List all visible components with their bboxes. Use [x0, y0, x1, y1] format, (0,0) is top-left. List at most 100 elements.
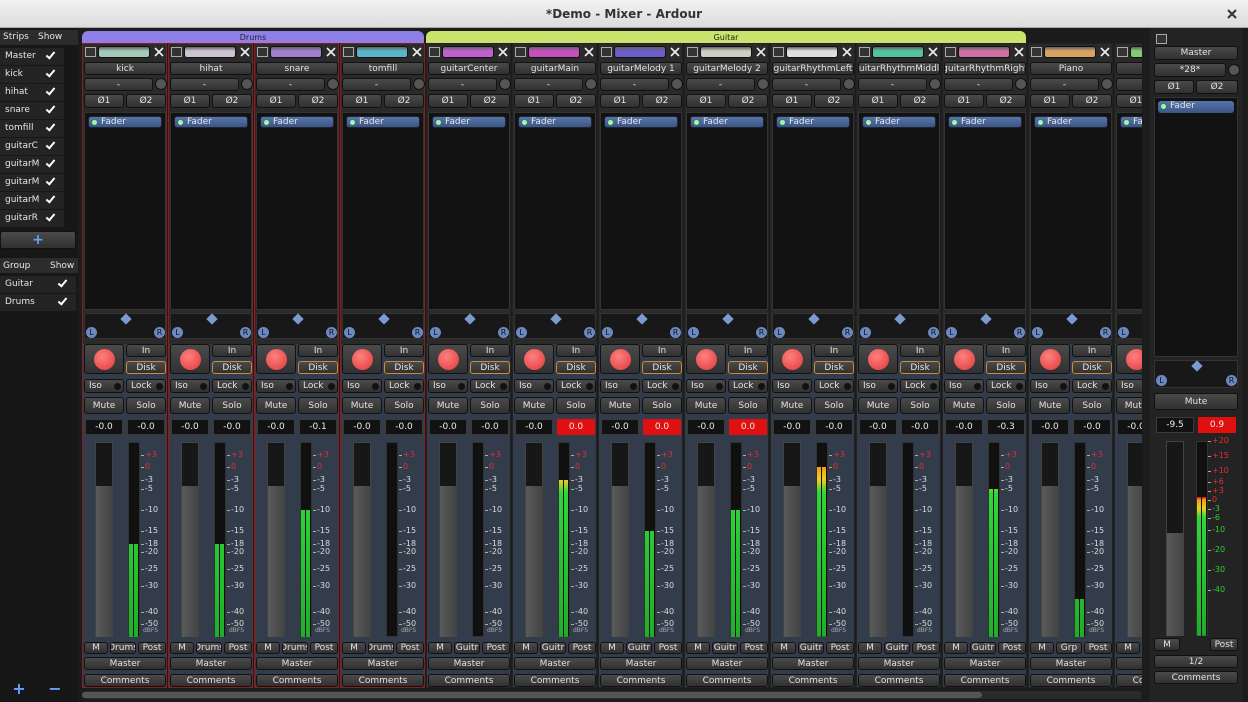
isolate[interactable]: Iso	[514, 379, 554, 393]
strip-name[interactable]: Master	[1154, 46, 1238, 60]
mute[interactable]: Mute	[1116, 397, 1142, 414]
hide-strip[interactable]	[412, 47, 422, 57]
gain-entry[interactable]: -0.0	[601, 419, 639, 435]
comments-button[interactable]: Comments	[342, 674, 424, 687]
phase-invert[interactable]: Ø2	[814, 94, 854, 108]
peak-display[interactable]: 0.9	[1198, 417, 1236, 433]
strip-name[interactable]: guitarMain	[514, 62, 596, 75]
monitor-disk[interactable]: Disk	[814, 361, 854, 374]
input-button[interactable]: -	[428, 78, 497, 91]
monitor-disk[interactable]: Disk	[728, 361, 768, 374]
output-button[interactable]: Master	[944, 657, 1026, 670]
isolate[interactable]: Iso	[428, 379, 468, 393]
plugin-fader[interactable]: Fader	[432, 116, 506, 128]
strip-name[interactable]: guitarRhythmMiddle	[858, 62, 940, 75]
gain-entry[interactable]: -0.0	[429, 419, 467, 435]
strip-name[interactable]: guitarCenter	[428, 62, 510, 75]
peak-display[interactable]: -0.3	[987, 419, 1025, 435]
solo[interactable]: Solo	[900, 397, 940, 414]
meter-point[interactable]: M	[686, 642, 710, 654]
lock[interactable]: Lock	[814, 379, 854, 393]
strip-name[interactable]: guitarRhythmRight	[944, 62, 1026, 75]
isolate[interactable]: Iso	[772, 379, 812, 393]
mute[interactable]: Mute	[342, 397, 382, 414]
hide-strip[interactable]	[1014, 47, 1024, 57]
strip-row[interactable]: guitarM	[0, 156, 64, 173]
meter-post[interactable]: Post	[1210, 638, 1238, 651]
mute[interactable]: Mute	[600, 397, 640, 414]
output-button[interactable]: 1/2	[1154, 655, 1238, 668]
group-button[interactable]: Guitr	[454, 642, 480, 654]
meter-point[interactable]: M	[858, 642, 882, 654]
record-button[interactable]	[170, 344, 210, 374]
meter-post[interactable]: Post	[482, 642, 510, 654]
strip-name[interactable]: guitarRhythmLeft	[772, 62, 854, 75]
phase-invert[interactable]: Ø1	[686, 94, 726, 108]
group-tab[interactable]: Guitar	[426, 31, 1026, 43]
hide-strip[interactable]	[498, 47, 508, 57]
record-button[interactable]	[256, 344, 296, 374]
plugin-fader[interactable]: Fader	[174, 116, 248, 128]
phase-invert[interactable]: Ø1	[84, 94, 124, 108]
strip-name[interactable]: snare	[256, 62, 338, 75]
phase-invert[interactable]: Ø1	[858, 94, 898, 108]
monitor-in[interactable]: In	[556, 344, 596, 357]
meter-point[interactable]: M	[1116, 642, 1140, 654]
lock[interactable]: Lock	[642, 379, 682, 393]
lock[interactable]: Lock	[384, 379, 424, 393]
record-button[interactable]	[686, 344, 726, 374]
meter-post[interactable]: Post	[138, 642, 166, 654]
comments-button[interactable]: Comments	[1030, 674, 1112, 687]
mute[interactable]: Mute	[772, 397, 812, 414]
group-button[interactable]: Guitr	[970, 642, 996, 654]
strip-icon[interactable]	[859, 47, 870, 57]
meter-post[interactable]: Post	[998, 642, 1026, 654]
output-button[interactable]: Master	[428, 657, 510, 670]
peak-display[interactable]: -0.0	[385, 419, 423, 435]
monitor-in[interactable]: In	[298, 344, 338, 357]
group-button[interactable]: Drums	[368, 642, 394, 654]
peak-display[interactable]: -0.0	[213, 419, 251, 435]
comments-button[interactable]: Comments	[944, 674, 1026, 687]
monitor-in[interactable]: In	[384, 344, 424, 357]
mute[interactable]: Mute	[1154, 393, 1238, 410]
meter-post[interactable]: Post	[740, 642, 768, 654]
phase-invert[interactable]: Ø2	[642, 94, 682, 108]
monitor-disk[interactable]: Disk	[126, 361, 166, 374]
isolate[interactable]: Iso	[858, 379, 898, 393]
gain-entry[interactable]: -0.0	[773, 419, 811, 435]
group-button[interactable]: Guitr	[884, 642, 910, 654]
hide-strip[interactable]	[584, 47, 594, 57]
input-button[interactable]: -	[686, 78, 755, 91]
phase-invert[interactable]: Ø2	[728, 94, 768, 108]
trim-knob[interactable]	[585, 78, 597, 90]
strip-icon[interactable]	[687, 47, 698, 57]
mute[interactable]: Mute	[944, 397, 984, 414]
meter-post[interactable]: Post	[396, 642, 424, 654]
strip-name[interactable]: tomfill	[342, 62, 424, 75]
strip-icon[interactable]	[773, 47, 784, 57]
gain-entry[interactable]: -0.0	[515, 419, 553, 435]
output-button[interactable]: Master	[772, 657, 854, 670]
strip-icon[interactable]	[515, 47, 526, 57]
solo[interactable]: Solo	[384, 397, 424, 414]
monitor-disk[interactable]: Disk	[642, 361, 682, 374]
group-button[interactable]: Grp	[1056, 642, 1082, 654]
trim-knob[interactable]	[929, 78, 941, 90]
group-button[interactable]: Guitr	[540, 642, 566, 654]
isolate[interactable]: Iso	[342, 379, 382, 393]
group-row[interactable]: Guitar	[0, 276, 76, 293]
solo[interactable]: Solo	[642, 397, 682, 414]
gain-entry[interactable]: -0.0	[257, 419, 295, 435]
hide-strip[interactable]	[928, 47, 938, 57]
lock[interactable]: Lock	[470, 379, 510, 393]
strip-icon[interactable]	[429, 47, 440, 57]
monitor-in[interactable]: In	[986, 344, 1026, 357]
group-button[interactable]: Drums	[282, 642, 308, 654]
lock[interactable]: Lock	[1072, 379, 1112, 393]
